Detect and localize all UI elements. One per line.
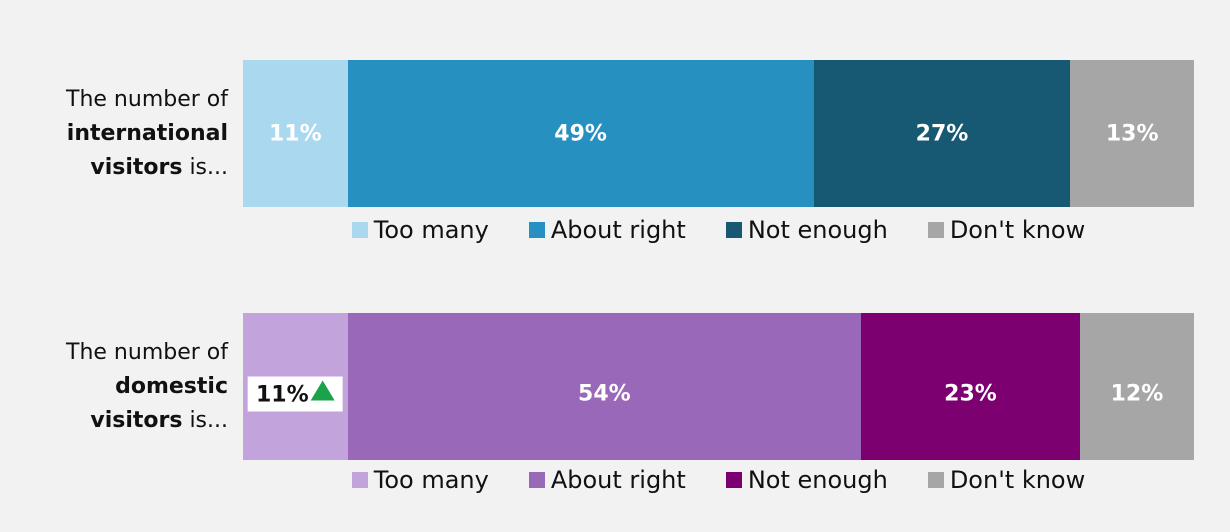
bar-segment: [243, 60, 348, 207]
bar-segment: [347, 313, 862, 460]
legend-swatch: [528, 222, 545, 238]
value-label-text: 12%: [1110, 381, 1164, 406]
legend-item: About right: [528, 216, 686, 244]
label-part: The number of: [66, 86, 228, 112]
legend-swatch: [725, 472, 742, 488]
legend-item: Too many: [351, 466, 489, 494]
row-label: The number of domestic visitors is...: [20, 336, 228, 438]
bar-segment: [813, 60, 1071, 207]
value-label-text: 13%: [1105, 121, 1159, 146]
label-part: international visitors: [66, 120, 228, 180]
legend-label: Not enough: [747, 466, 888, 494]
legend-item: Don't know: [927, 216, 1086, 244]
legend-swatch: [528, 472, 545, 488]
legend-swatch: [927, 472, 944, 488]
label-part: The number of: [66, 339, 228, 365]
bar-segment: [1070, 60, 1194, 207]
legend-label: Don't know: [949, 466, 1086, 494]
legend-swatch: [351, 222, 368, 238]
row-label: The number of international visitors is.…: [20, 83, 228, 185]
label-part: is...: [182, 407, 228, 433]
value-label: 11%: [247, 376, 343, 411]
value-label: 12%: [1103, 377, 1172, 410]
bar-segment: [347, 60, 814, 207]
value-label-text: 54%: [578, 381, 631, 406]
legend-item: Too many: [351, 216, 489, 244]
value-label: 27%: [908, 117, 977, 150]
legend: Too many About right Not enough Don't know: [243, 216, 1194, 244]
value-label: 13%: [1098, 117, 1167, 150]
legend-item: Not enough: [725, 216, 888, 244]
value-label-text: 23%: [944, 381, 997, 406]
legend: Too many About right Not enough Don't know: [243, 466, 1194, 494]
value-label: 54%: [570, 377, 639, 410]
up-arrow: [310, 380, 335, 400]
value-label-text: 49%: [554, 121, 607, 146]
legend-item: Don't know: [927, 466, 1086, 494]
legend-label: Too many: [373, 216, 489, 244]
legend-swatch: [351, 472, 368, 488]
legend-label: About right: [550, 216, 686, 244]
legend-label: Too many: [373, 466, 489, 494]
value-label: 11%: [261, 117, 330, 150]
legend-swatch: [725, 222, 742, 238]
label-part: is...: [182, 154, 228, 180]
bar-segment: [1079, 313, 1194, 460]
legend-swatch: [927, 222, 944, 238]
legend-item: About right: [528, 466, 686, 494]
label-part: domestic visitors: [90, 373, 228, 433]
value-label: 23%: [936, 377, 1005, 410]
value-label-text: 27%: [915, 121, 969, 146]
bar-segment: [861, 313, 1080, 460]
legend-item: Not enough: [725, 466, 888, 494]
legend-label: Don't know: [949, 216, 1086, 244]
value-label: 49%: [546, 117, 615, 150]
legend-label: About right: [550, 466, 686, 494]
value-label-text: 11%: [255, 382, 309, 407]
legend-label: Not enough: [747, 216, 888, 244]
value-label-text: 11%: [268, 121, 322, 146]
